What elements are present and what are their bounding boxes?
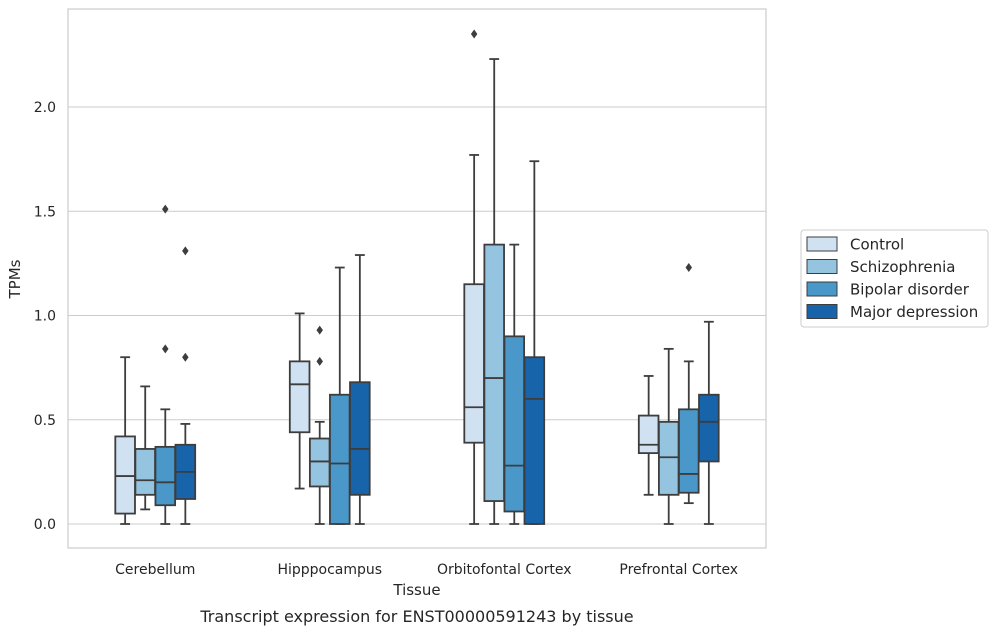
y-tick-labels: 0.0 0.5 1.0 1.5 2.0 [34,100,56,533]
outlier-marker [470,29,478,39]
box-body [154,445,177,507]
y-tick-label: 1.5 [34,204,56,220]
chart-caption: Transcript expression for ENST0000059124… [199,607,633,626]
legend-swatch [806,281,838,297]
legend-frame [800,229,989,328]
legend-swatch [806,236,838,252]
box-schizophrenia [134,385,156,511]
box-series [114,29,720,525]
box-body [523,356,546,525]
box-schizophrenia [308,325,331,525]
outlier-marker [316,356,323,366]
x-tick-labels: Cerebellum Hipppocampus Orbitofontal Corte… [115,562,738,578]
box-body [134,448,156,496]
box-body [329,393,351,525]
outlier-marker [685,263,693,273]
y-tick-label: 1.0 [34,309,56,325]
box-body [503,335,526,513]
box-control [637,375,660,496]
box-body [349,381,371,496]
x-axis-label: Tissue [392,581,440,599]
x-tick-label: Prefrontal Cortex [619,562,738,578]
box-bipolar-disorder [503,243,526,525]
box-bipolar-disorder [329,266,351,525]
box-body [698,393,720,463]
legend-swatch [806,304,838,319]
box-major-depression [174,246,197,525]
box-body [288,360,311,434]
plot-frame [67,8,767,549]
box-body [637,414,660,455]
box-major-depression [698,320,720,525]
outlier-marker [182,246,189,256]
legend: Control Schizophrenia Bipolar disorder Majo… [800,229,989,328]
box-body [308,437,331,488]
legend-label: Bipolar disorder [850,281,970,299]
legend-swatch [806,259,838,274]
box-body [678,408,700,494]
legend-label: Control [850,236,904,254]
x-tick-label: Cerebellum [115,562,195,578]
box-control [463,29,485,525]
y-tick-label: 0.5 [34,413,56,429]
y-tick-label: 2.0 [34,100,56,116]
box-major-depression [523,160,546,525]
outlier-marker [162,344,169,354]
x-tick-label: Hipppocampus [277,562,382,578]
box-body [657,420,680,496]
box-schizophrenia [483,58,505,525]
box-body [483,243,505,502]
outlier-marker [316,325,323,335]
box-bipolar-disorder [154,204,177,525]
box-control [288,312,311,490]
box-bipolar-disorder [678,263,700,505]
legend-label: Major depression [850,303,978,321]
box-body [463,283,485,444]
box-body [114,435,136,515]
box-schizophrenia [657,347,680,525]
legend-label: Schizophrenia [850,258,955,276]
box-major-depression [349,254,371,525]
outlier-marker [162,204,169,214]
y-tick-label: 0.0 [34,517,56,533]
x-tick-label: Orbitofontal Cortex [437,562,572,578]
outlier-marker [182,352,189,362]
box-control [114,356,136,525]
y-axis-label: TPMs [6,259,24,299]
